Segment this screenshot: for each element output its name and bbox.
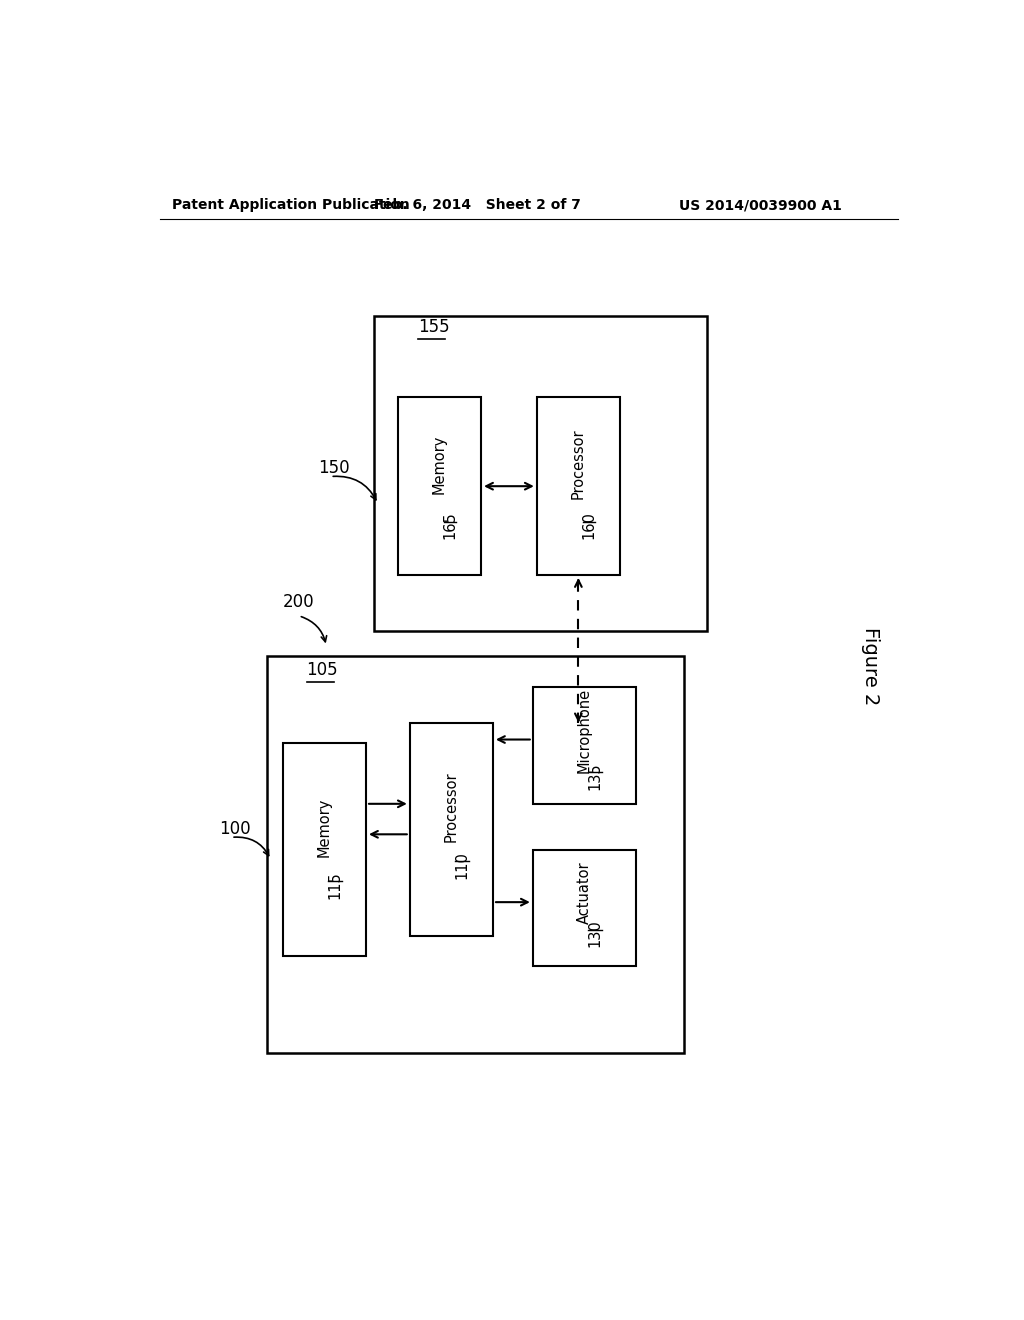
Text: 160: 160 — [582, 511, 596, 539]
Text: US 2014/0039900 A1: US 2014/0039900 A1 — [679, 198, 842, 213]
Text: Feb. 6, 2014   Sheet 2 of 7: Feb. 6, 2014 Sheet 2 of 7 — [374, 198, 581, 213]
Bar — [532, 850, 636, 966]
Text: Memory: Memory — [316, 797, 332, 857]
Text: 155: 155 — [418, 318, 450, 337]
Text: 200: 200 — [283, 593, 314, 611]
Bar — [532, 686, 636, 804]
Text: 150: 150 — [318, 459, 350, 478]
Bar — [267, 656, 684, 1053]
Text: Actuator: Actuator — [577, 862, 592, 924]
Text: Figure 2: Figure 2 — [860, 627, 880, 706]
Bar — [397, 397, 481, 576]
Text: Microphone: Microphone — [577, 688, 592, 772]
Text: 130: 130 — [588, 920, 603, 948]
Text: Processor: Processor — [570, 429, 586, 499]
Text: Patent Application Publication: Patent Application Publication — [172, 198, 410, 213]
Text: 100: 100 — [219, 820, 251, 838]
Bar — [537, 397, 620, 576]
Text: 165: 165 — [442, 511, 458, 539]
Text: 105: 105 — [306, 661, 338, 678]
Bar — [374, 315, 708, 631]
Bar — [283, 743, 367, 956]
Text: 115: 115 — [328, 871, 342, 899]
Text: Memory: Memory — [432, 434, 447, 494]
Text: 110: 110 — [455, 851, 469, 879]
Bar — [410, 722, 494, 936]
Text: Processor: Processor — [443, 772, 459, 842]
Text: 135: 135 — [588, 762, 603, 789]
